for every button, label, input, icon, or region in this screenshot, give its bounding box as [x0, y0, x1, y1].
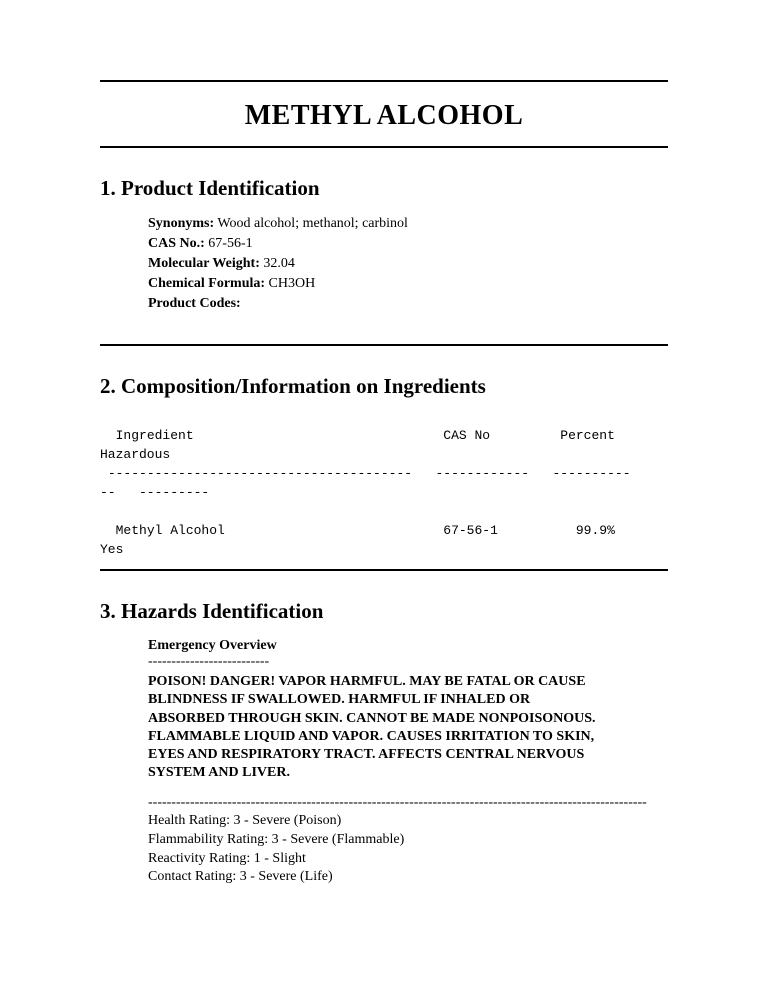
composition-table: Ingredient CAS No Percent Hazardous ----…: [100, 427, 668, 559]
document-title: METHYL ALCOHOL: [100, 100, 668, 132]
flammability-rating: Flammability Rating: 3 - Severe (Flammab…: [148, 831, 648, 850]
section3-heading: 3. Hazards Identification: [100, 599, 668, 624]
section1-heading: 1. Product Identification: [100, 176, 668, 201]
reactivity-rating: Reactivity Rating: 1 - Slight: [148, 850, 648, 869]
mw-line: Molecular Weight: 32.04: [148, 255, 648, 274]
long-dashes: ----------------------------------------…: [148, 794, 648, 812]
formula-value: CH3OH: [265, 276, 315, 291]
cas-value: 67-56-1: [205, 236, 253, 251]
top-rule: [100, 80, 668, 82]
title-bottom-rule: [100, 146, 668, 148]
synonyms-value: Wood alcohol; methanol; carbinol: [214, 216, 408, 231]
warning-text: POISON! DANGER! VAPOR HARMFUL. MAY BE FA…: [148, 673, 608, 782]
codes-line: Product Codes:: [148, 295, 648, 314]
formula-line: Chemical Formula: CH3OH: [148, 275, 648, 294]
health-rating: Health Rating: 3 - Severe (Poison): [148, 812, 648, 831]
section1-rule: [100, 344, 668, 346]
synonyms-line: Synonyms: Wood alcohol; methanol; carbin…: [148, 215, 648, 234]
section3-body: Emergency Overview ---------------------…: [148, 638, 648, 887]
codes-label: Product Codes:: [148, 296, 241, 311]
mw-value: 32.04: [260, 256, 295, 271]
contact-rating: Contact Rating: 3 - Severe (Life): [148, 868, 648, 887]
mw-label: Molecular Weight:: [148, 256, 260, 271]
cas-line: CAS No.: 67-56-1: [148, 235, 648, 254]
section1-body: Synonyms: Wood alcohol; methanol; carbin…: [148, 215, 648, 313]
formula-label: Chemical Formula:: [148, 276, 265, 291]
synonyms-label: Synonyms:: [148, 216, 214, 231]
emergency-overview-label: Emergency Overview: [148, 638, 648, 654]
cas-label: CAS No.:: [148, 236, 205, 251]
section2-rule: [100, 569, 668, 571]
emergency-dashes: --------------------------: [148, 654, 648, 671]
section2-heading: 2. Composition/Information on Ingredient…: [100, 374, 668, 399]
